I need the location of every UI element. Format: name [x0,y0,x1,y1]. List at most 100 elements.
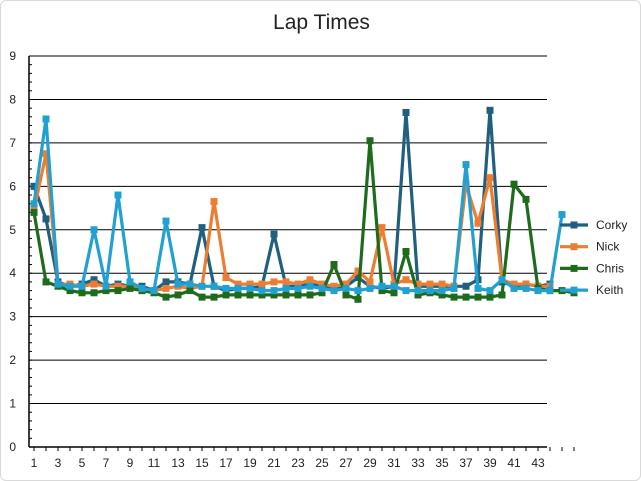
chris-point [162,293,170,301]
corky-point [402,108,410,116]
keith-point [558,211,566,219]
legend-item-nick: Nick [560,240,620,254]
nick-point [114,282,122,290]
keith-point [522,284,530,292]
keith-point [306,282,314,290]
gridlines [29,55,547,405]
keith-point [126,278,134,286]
y-tick-label-3: 3 [9,310,16,324]
corky-point [90,276,98,284]
keith-point [330,287,338,295]
keith-point [354,287,362,295]
keith-point [222,284,230,292]
chris-point [438,291,446,299]
x-tick-label-17: 17 [219,456,233,470]
keith-point [198,282,206,290]
keith-point [498,276,506,284]
legend-item-keith: Keith [560,283,623,297]
x-tick-label-35: 35 [435,456,449,470]
corky-point [30,182,38,190]
keith-point [258,287,266,295]
x-tick-label-9: 9 [127,456,134,470]
legend-marker-nick [570,243,578,251]
nick-point [414,280,422,288]
legend-label-chris: Chris [596,261,624,275]
nick-point [462,180,470,188]
chris-point [354,295,362,303]
x-tick-label-25: 25 [315,456,329,470]
chris-point [234,291,242,299]
keith-point [462,161,470,169]
keith-point [102,282,110,290]
y-tick-label-0: 0 [9,440,16,454]
chris-point [294,291,302,299]
keith-point [546,287,554,295]
legend: Corky Nick Chris Keith [560,218,627,297]
corky-point [42,215,50,223]
chris-point [102,287,110,295]
chris-point [486,293,494,301]
series-lines [30,106,578,303]
x-tick-label-29: 29 [363,456,377,470]
keith-point [42,115,50,123]
nick-point [282,278,290,286]
chris-point [270,291,278,299]
nick-point [342,280,350,288]
chris-point [42,278,50,286]
nick-point [234,280,242,288]
chris-point [246,291,254,299]
legend-label-corky: Corky [596,218,627,232]
keith-point [426,287,434,295]
keith-point [378,282,386,290]
keith-point [414,287,422,295]
series-keith [30,115,566,295]
x-tick-label-11: 11 [148,456,161,470]
nick-point [318,280,326,288]
keith-point [438,287,446,295]
keith-point [282,284,290,292]
chris-point [198,293,206,301]
keith-point [366,284,374,292]
keith-point [342,284,350,292]
corky-point [354,274,362,282]
x-tick-label-19: 19 [243,456,257,470]
nick-point [474,219,482,227]
y-tick-label-1: 1 [9,397,16,411]
keith-point [138,284,146,292]
x-tick-label-43: 43 [531,456,545,470]
keith-point [210,282,218,290]
legend-marker-corky [570,221,578,229]
chris-point [318,289,326,297]
y-tick-label-2: 2 [9,353,16,367]
nick-point [294,280,302,288]
chris-point [330,261,338,269]
chris-point [114,287,122,295]
nick-point [42,150,50,158]
keith-point [234,284,242,292]
legend-marker-chris [570,264,578,272]
nick-point [162,284,170,292]
x-tick-label-5: 5 [79,456,86,470]
chris-point [366,137,374,145]
chris-point [306,291,314,299]
corky-point [462,282,470,290]
chris-point [78,289,86,297]
nick-point [522,280,530,288]
chris-point [522,195,530,203]
chris-point [462,293,470,301]
keith-point [402,287,410,295]
nick-point [378,224,386,232]
keith-point [90,226,98,234]
x-tick-label-13: 13 [171,456,185,470]
chris-point [390,289,398,297]
chris-point [510,180,518,188]
corky-point [198,224,206,232]
keith-point [246,284,254,292]
keith-point [390,282,398,290]
nick-point [426,280,434,288]
chris-point [126,284,134,292]
x-tick-label-41: 41 [507,456,521,470]
chris-point [210,293,218,301]
